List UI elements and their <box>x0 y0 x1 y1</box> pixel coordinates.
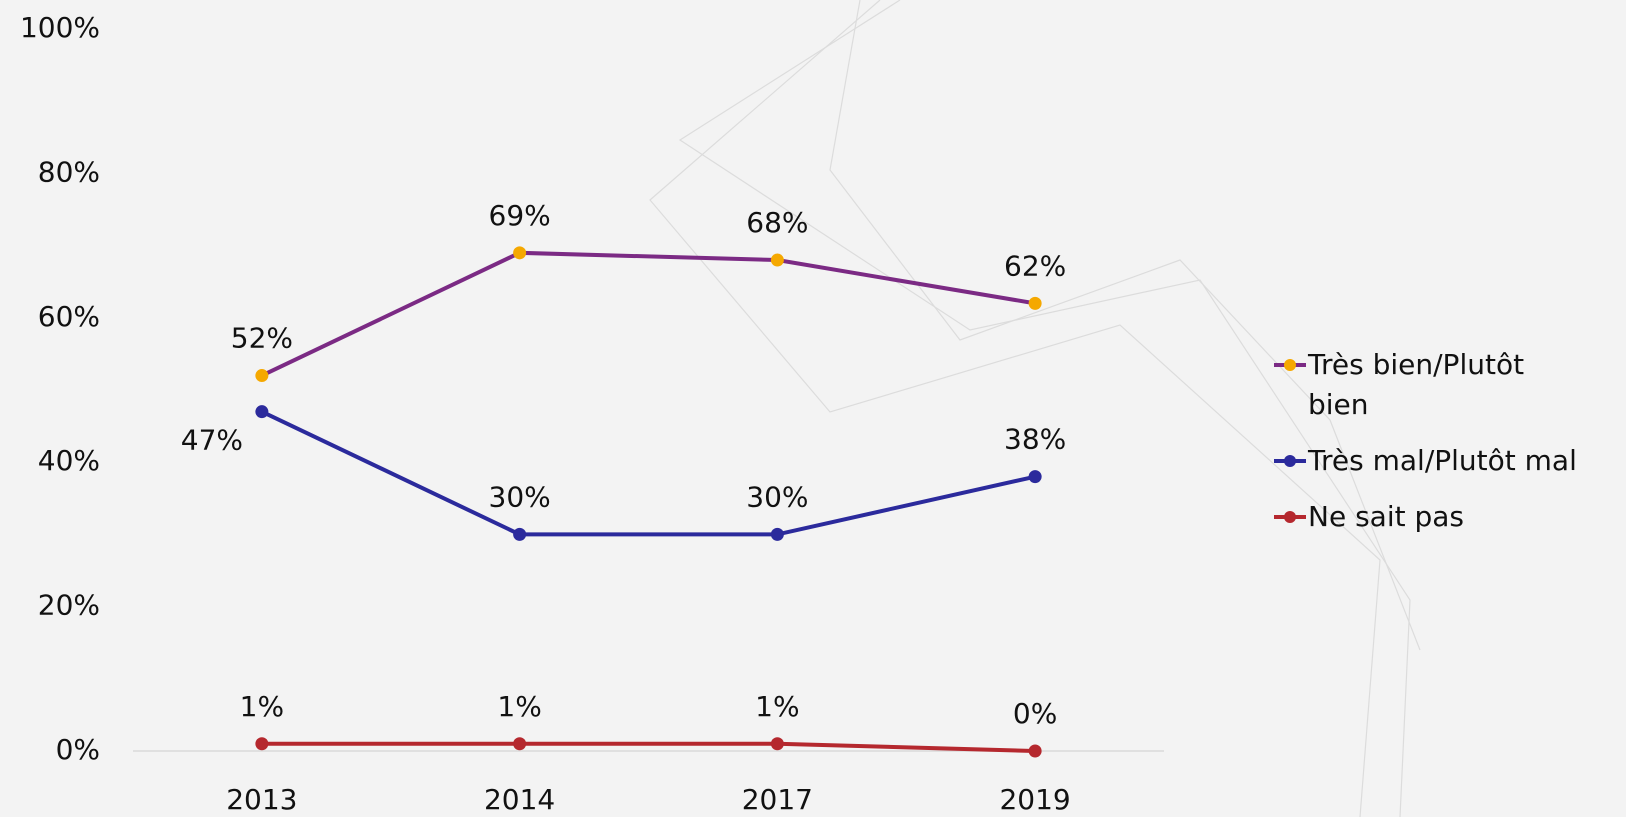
y-tick-label: 60% <box>38 300 100 333</box>
data-label: 52% <box>231 322 293 355</box>
y-tick-label: 100% <box>20 11 100 44</box>
legend-symbol <box>1274 359 1306 371</box>
legend-entry: Très bien/Plutôt bien <box>1272 345 1622 425</box>
legend-label: Ne sait pas <box>1308 500 1464 533</box>
legend-label: Très bien/Plutôt bien <box>1308 348 1525 421</box>
data-label: 1% <box>497 690 541 723</box>
data-point <box>513 737 527 751</box>
data-point <box>1028 296 1042 310</box>
x-tick-label: 2017 <box>742 783 813 816</box>
legend-entry: Très mal/Plutôt mal <box>1272 441 1622 481</box>
data-point <box>255 405 269 419</box>
legend-label: Très mal/Plutôt mal <box>1308 444 1577 477</box>
x-tick-label: 2019 <box>999 783 1070 816</box>
legend-marker <box>1284 359 1296 371</box>
data-point <box>1028 744 1042 758</box>
data-point <box>1028 470 1042 484</box>
y-tick-label: 80% <box>38 155 100 188</box>
data-label: 38% <box>1004 423 1066 456</box>
data-label: 0% <box>1013 697 1057 730</box>
legend-entry: Ne sait pas <box>1272 497 1622 537</box>
data-label: 47% <box>181 424 243 457</box>
data-point <box>513 246 527 260</box>
data-label: 30% <box>489 480 551 513</box>
data-label: 1% <box>240 690 284 723</box>
legend-symbol <box>1274 455 1306 467</box>
y-tick-label: 40% <box>38 444 100 477</box>
data-point <box>770 737 784 751</box>
legend-marker <box>1284 455 1296 467</box>
data-label: 1% <box>755 690 799 723</box>
y-tick-label: 20% <box>38 589 100 622</box>
legend-symbol <box>1274 511 1306 523</box>
data-point <box>255 737 269 751</box>
series-line <box>261 741 1036 753</box>
x-tick-label: 2013 <box>226 783 297 816</box>
background-decoration <box>649 0 1421 817</box>
legend: Très bien/Plutôt bien Très mal/Plutôt mal… <box>1272 345 1622 553</box>
series-line <box>261 409 1036 537</box>
data-point <box>255 369 269 383</box>
data-point <box>770 253 784 267</box>
y-tick-label: 0% <box>56 733 100 766</box>
data-label: 30% <box>746 480 808 513</box>
data-label: 68% <box>746 206 808 239</box>
x-tick-label: 2014 <box>484 783 555 816</box>
series-line <box>261 250 1036 378</box>
data-label: 62% <box>1004 249 1066 282</box>
data-point <box>770 527 784 541</box>
data-point <box>513 527 527 541</box>
legend-marker <box>1284 511 1296 523</box>
data-label: 69% <box>489 199 551 232</box>
